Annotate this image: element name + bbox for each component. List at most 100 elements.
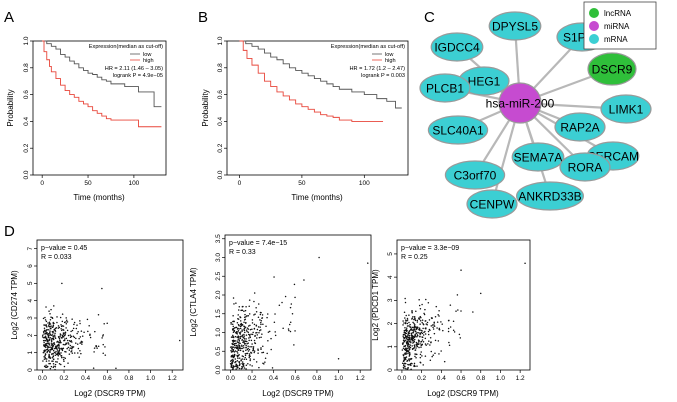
scatter-point	[440, 321, 442, 323]
scatter-point	[409, 340, 412, 342]
scatter-point	[78, 356, 80, 358]
mrna-node-label: C3orf70	[454, 169, 497, 183]
scatter-point	[441, 323, 443, 325]
scatter-point	[442, 329, 444, 332]
scatter-point	[318, 256, 320, 259]
scatter-point	[46, 366, 48, 368]
y-tick-label: 2	[387, 321, 394, 325]
scatter-point	[245, 329, 248, 331]
scatter-point	[115, 367, 117, 370]
mrna-node	[427, 115, 489, 145]
scatter-point	[413, 322, 415, 325]
y-axis-label: Probability	[6, 89, 15, 126]
x-tick-label: 0.2	[60, 375, 69, 382]
scatter-point	[50, 344, 53, 346]
scatter-point	[266, 352, 268, 355]
scatter-point	[434, 339, 437, 342]
scatter-point	[248, 356, 250, 359]
scatter-point	[248, 353, 251, 355]
scatter-point	[49, 367, 52, 370]
scatter-point	[249, 328, 252, 331]
scatter-point	[260, 348, 262, 350]
scatter-point	[251, 322, 254, 324]
scatter-point	[420, 331, 423, 334]
scatter-point	[418, 327, 421, 329]
scatter-point	[430, 341, 432, 343]
scatter-point	[290, 303, 293, 305]
x-tick-label: 1.2	[356, 375, 365, 382]
scatter-point	[58, 339, 61, 341]
scatter-point	[406, 317, 409, 320]
scatter-point	[239, 349, 242, 352]
scatter-point	[75, 337, 77, 340]
scatter-point	[410, 334, 413, 337]
scatter-point	[433, 325, 436, 327]
scatter-point	[273, 321, 276, 324]
scatter-point	[55, 361, 57, 363]
scatter-point	[70, 335, 73, 338]
scatter-point	[253, 350, 256, 352]
scatter-point	[420, 316, 422, 319]
x-tick-label: 0.8	[312, 375, 321, 382]
scatter-point	[255, 310, 258, 313]
scatter-point	[427, 333, 430, 336]
scatter-point	[460, 269, 462, 271]
scatter-point	[65, 321, 67, 323]
scatter-point	[46, 332, 48, 334]
scatter-point	[235, 365, 237, 367]
scatter-point	[69, 347, 71, 349]
scatter-point	[59, 340, 62, 342]
scatter-point	[274, 313, 276, 315]
scatter-point	[80, 340, 83, 343]
scatter-point	[42, 317, 45, 320]
scatter-point	[45, 344, 48, 346]
scatter-point	[248, 299, 251, 301]
scatter-point	[41, 336, 44, 338]
legend-label-high: high	[143, 58, 154, 64]
scatter-point	[61, 334, 64, 337]
scatter-point	[232, 325, 235, 328]
scatter-point	[288, 323, 291, 326]
plot-frame	[32, 40, 167, 176]
scatter-point	[413, 328, 415, 330]
scatter-point	[255, 307, 257, 309]
scatter-point	[243, 341, 245, 344]
scatter-point	[232, 350, 235, 352]
scatter-point	[248, 313, 251, 315]
scatter-point	[412, 315, 414, 318]
scatter-point	[404, 319, 407, 321]
scatter-point	[249, 345, 251, 348]
scatter-point	[245, 364, 248, 367]
scatter-point	[232, 365, 235, 367]
scatter-point	[44, 356, 46, 359]
scatter-point	[432, 326, 434, 329]
scatter-point	[46, 339, 48, 341]
scatter-point	[51, 357, 54, 359]
scatter-point	[419, 319, 422, 322]
legend-label-high: high	[385, 58, 396, 64]
scatter-point	[303, 279, 305, 281]
scatter-point	[233, 320, 235, 322]
scatter-point	[413, 325, 416, 327]
scatter-point	[412, 326, 414, 329]
r-annotation: R = 0.033	[41, 254, 72, 261]
scatter-point	[244, 331, 246, 334]
scatter-point	[429, 359, 432, 361]
scatter-point	[233, 351, 236, 353]
x-axis-label: Time (months)	[291, 193, 343, 202]
scatter-point	[412, 331, 415, 334]
km-curve-low	[42, 40, 162, 108]
scatter-point	[413, 326, 416, 329]
scatter-point	[231, 323, 234, 326]
mirna-node-label: hsa-miR-200	[486, 97, 555, 111]
scatter-point	[232, 343, 235, 345]
scatter-point	[246, 343, 248, 345]
scatter-point	[63, 336, 65, 338]
scatter-point	[411, 329, 413, 332]
scatter-point	[293, 283, 296, 286]
scatter-point	[403, 358, 406, 361]
p-value-annotation: p−value = 7.4e−15	[229, 240, 287, 247]
scatter-point	[404, 326, 406, 329]
plot-frame	[226, 40, 409, 176]
scatter-point	[79, 320, 81, 322]
